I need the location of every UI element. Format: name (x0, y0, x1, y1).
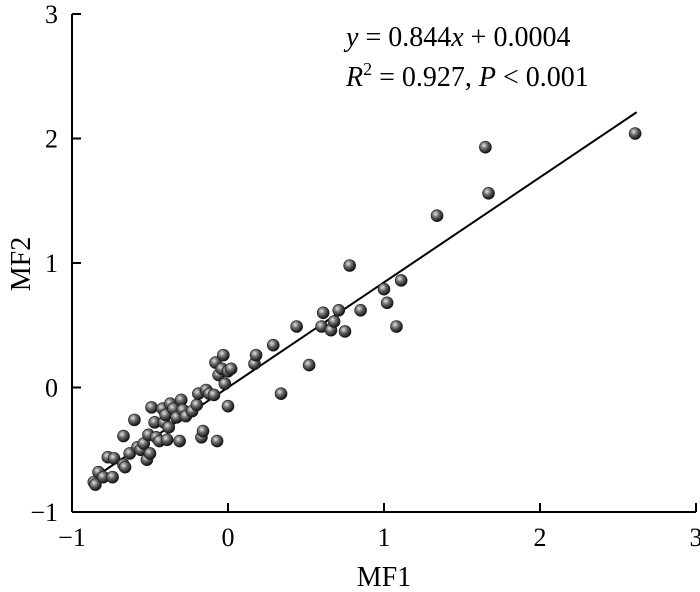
data-point (290, 320, 303, 333)
x-tick-label: 3 (690, 523, 700, 552)
x-axis-label: MF1 (357, 562, 411, 592)
data-point (338, 325, 352, 338)
data-point (217, 348, 230, 362)
stats-r-value: = 0.927, (372, 62, 479, 93)
equation-intercept: + 0.0004 (464, 22, 571, 53)
x-axis-ticks: −1 0 1 2 3 (58, 503, 700, 552)
data-point (479, 140, 492, 154)
data-point (332, 304, 346, 317)
data-point (354, 304, 367, 317)
stats-r-superscript: 2 (363, 59, 372, 79)
data-point (207, 388, 221, 402)
data-point (128, 413, 141, 427)
data-point (143, 447, 157, 460)
data-point (145, 401, 158, 414)
equation-slope: = 0.844 (358, 22, 451, 53)
data-point (196, 424, 210, 438)
y-tick-label: −1 (30, 498, 58, 527)
x-tick-label: 1 (378, 523, 391, 552)
data-point (343, 259, 356, 272)
x-tick-label: −1 (58, 523, 86, 552)
y-axis-ticks: −1 0 1 2 3 (30, 0, 81, 527)
data-point (327, 315, 341, 328)
data-point (274, 387, 288, 401)
data-point (266, 338, 280, 352)
data-point (628, 127, 642, 140)
data-point (162, 421, 176, 434)
regression-stats: R2 = 0.927, P < 0.001 (345, 59, 589, 93)
data-point (89, 478, 102, 491)
data-point (316, 306, 330, 320)
data-point (118, 460, 132, 474)
data-point (117, 429, 130, 443)
data-point (380, 296, 394, 310)
data-point (106, 470, 119, 484)
y-axis-label: MF2 (6, 237, 37, 291)
regression-equation: y = 0.844x + 0.0004 (343, 22, 570, 53)
data-point (173, 434, 186, 448)
y-tick-label: 0 (45, 374, 58, 403)
stats-p: P (478, 62, 496, 93)
data-point (430, 209, 444, 222)
data-point (224, 362, 238, 376)
data-point (107, 452, 121, 465)
stats-r: R (345, 62, 363, 93)
plot-area: −1 0 1 2 3 −1 0 1 2 3 (30, 0, 700, 552)
data-point (390, 320, 403, 333)
y-tick-label: 2 (45, 125, 58, 154)
y-tick-label: 3 (45, 0, 58, 29)
x-tick-label: 2 (534, 523, 547, 552)
data-point (377, 282, 391, 296)
y-tick-label: 1 (45, 249, 58, 278)
data-point (249, 348, 263, 362)
data-point (221, 399, 235, 413)
data-point (218, 377, 232, 391)
data-point (482, 186, 495, 200)
data-point (210, 434, 224, 448)
equation-x: x (450, 22, 464, 53)
data-point (190, 398, 204, 412)
data-point (160, 433, 174, 447)
stats-p-value: < 0.001 (496, 62, 589, 93)
x-tick-label: 0 (222, 523, 235, 552)
equation-y: y (343, 22, 359, 53)
data-point (394, 274, 408, 287)
data-points (87, 127, 642, 491)
data-point (302, 358, 316, 372)
